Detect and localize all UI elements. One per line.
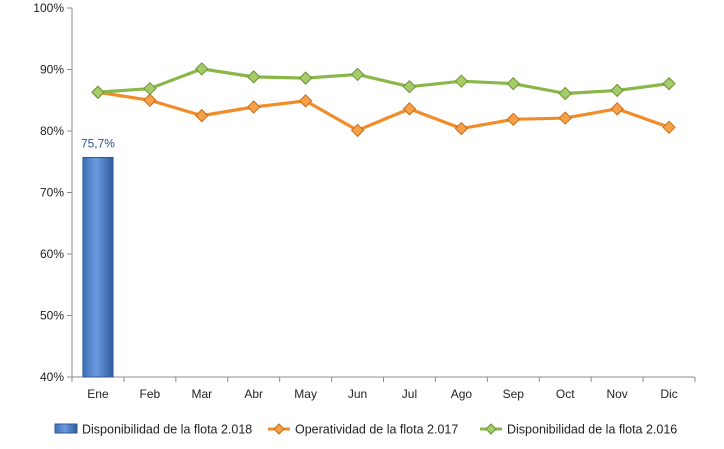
x-tick-label: Mar xyxy=(191,387,212,401)
x-tick-label: Jul xyxy=(402,387,417,401)
line-point-marker xyxy=(454,74,469,88)
y-tick-label: 40% xyxy=(40,370,64,384)
legend-swatch-bar xyxy=(54,423,78,434)
x-tick-label: Oct xyxy=(556,387,575,401)
line-point-marker xyxy=(402,102,417,116)
line-point-marker xyxy=(558,86,572,101)
line-point-marker xyxy=(350,123,365,138)
y-tick-label: 60% xyxy=(40,247,64,261)
line-point-marker xyxy=(350,67,365,82)
line-point-marker xyxy=(195,62,209,76)
line-point-marker xyxy=(506,76,520,91)
line-point-marker xyxy=(402,80,417,94)
axes-layer: 40% 50% 60% 70% 80% 90% 100% Ene Feb Mar Abr May Jun… xyxy=(33,1,696,401)
legend-label: Disponibilidad de la flota 2.016 xyxy=(507,423,677,437)
x-tick-label: Abr xyxy=(244,387,263,401)
line-point-marker xyxy=(454,121,469,136)
line-point-marker xyxy=(298,94,313,108)
line-point-marker xyxy=(662,76,676,91)
x-tick-label: Ene xyxy=(87,387,109,401)
bar-mark xyxy=(82,156,114,378)
series-line xyxy=(97,90,670,132)
line-point-marker xyxy=(558,111,572,125)
y-tick-label: 70% xyxy=(40,186,64,200)
x-tick-label: Dic xyxy=(660,387,677,401)
line-point-marker xyxy=(91,85,105,99)
line-point-marker xyxy=(610,102,624,116)
y-tick-label: 90% xyxy=(40,63,64,77)
line-point-marker xyxy=(247,100,261,114)
x-tick-label: Nov xyxy=(606,387,627,401)
line-point-marker xyxy=(143,81,157,96)
x-tick-label: Ago xyxy=(451,387,473,401)
legend-label: Disponibilidad de la flota 2.018 xyxy=(82,423,252,437)
legend-label: Operatividad de la flota 2.017 xyxy=(295,423,458,437)
legend-layer: Disponibilidad de la flota 2.018 Operativ… xyxy=(54,423,677,437)
y-tick-label: 100% xyxy=(33,1,64,15)
x-tick-label: Sep xyxy=(503,387,525,401)
x-tick-label: May xyxy=(294,387,317,401)
x-tick-label: Jun xyxy=(348,387,367,401)
line-point-marker xyxy=(247,70,261,84)
data-label: 75,7% xyxy=(81,136,115,150)
line-point-marker xyxy=(298,71,313,85)
x-tick-label: Feb xyxy=(140,387,161,401)
y-tick-label: 50% xyxy=(40,309,64,323)
line-point-marker xyxy=(143,93,157,107)
series-line xyxy=(97,67,670,96)
line-point-marker xyxy=(506,112,520,127)
legend-swatch-marker xyxy=(485,423,497,435)
bars-layer xyxy=(82,156,114,378)
legend-swatch-marker xyxy=(273,423,285,435)
y-tick-label: 80% xyxy=(40,124,64,138)
lines-layer xyxy=(91,62,676,138)
line-point-marker xyxy=(610,83,624,98)
line-point-marker xyxy=(195,108,209,123)
line-point-marker xyxy=(662,120,676,135)
labels-layer: 75,7% xyxy=(81,136,115,150)
